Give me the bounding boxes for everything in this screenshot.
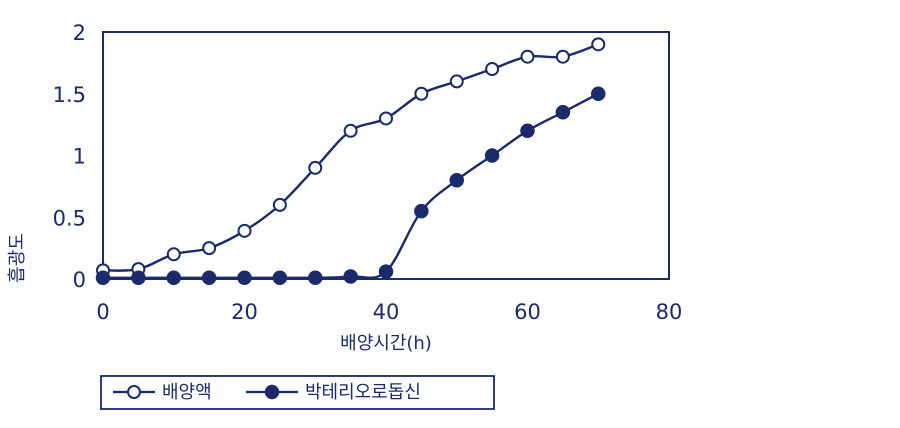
x-tick-label: 80 [656,300,683,324]
data-point-series-2 [378,264,394,279]
data-point-series-2 [166,270,181,286]
legend: 배양액 박테리오로돕신 [100,375,495,410]
x-axis-title: 배양시간(h) [340,333,432,354]
y-axis-title: 흡광도 [7,233,28,283]
data-point-series-1 [591,37,606,52]
data-point-series-2 [343,269,358,284]
data-point-series-2 [131,270,146,286]
data-point-series-2 [591,86,606,101]
legend-marker-series-2 [264,384,280,400]
data-point-series-1 [555,49,570,64]
data-point-series-2 [201,270,217,286]
series-line-1 [102,43,599,272]
data-point-series-1 [237,223,252,238]
data-point-series-2 [520,123,535,139]
y-tick-label: 0.5 [53,206,86,230]
y-tick-label: 1 [73,145,86,169]
y-tick-label: 0 [73,268,86,292]
data-point-series-1 [272,197,287,212]
legend-label-series-2: 박테리오로돕신 [305,382,421,403]
x-tick-label: 60 [514,300,541,324]
data-point-series-2 [237,270,252,286]
x-tick-label: 20 [231,300,258,324]
data-point-series-2 [484,148,500,163]
data-point-series-2 [95,270,111,286]
data-point-series-1 [520,49,535,64]
data-point-series-1 [343,123,358,138]
legend-marker-series-1 [127,385,141,399]
data-point-series-1 [414,86,429,101]
series-layer [95,37,606,286]
legend-label-series-1: 배양액 [162,382,212,403]
y-tick-label: 1.5 [53,83,86,107]
data-point-series-1 [202,241,217,256]
x-tick-label: 0 [96,300,109,324]
data-point-series-2 [272,270,288,286]
data-point-series-1 [485,62,500,77]
data-point-series-2 [449,172,464,188]
data-point-series-1 [449,74,464,89]
data-point-series-2 [555,105,571,120]
y-tick-label: 2 [73,21,86,45]
y-axis-ticks: 0 0.5 1 1.5 2 [53,21,86,292]
x-axis-ticks: 0 20 40 60 80 [96,300,682,324]
data-point-series-2 [308,270,323,286]
data-point-series-1 [379,111,393,126]
x-tick-label: 40 [373,300,400,324]
legend-box [100,375,495,410]
data-point-series-1 [308,160,323,175]
data-point-series-2 [414,203,429,219]
plot-frame [102,31,670,280]
data-point-series-1 [166,247,181,262]
